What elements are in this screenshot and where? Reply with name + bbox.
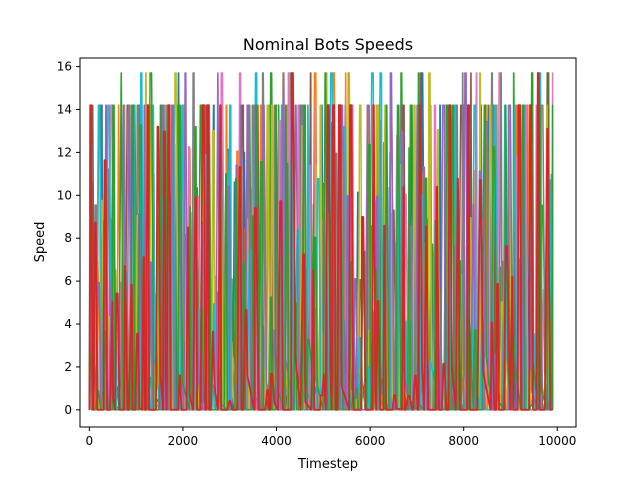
x-axis-ticks: 0 2000 4000 6000 8000 10000 [86, 427, 576, 448]
y-tick-label: 6 [64, 274, 72, 288]
x-tick-label: 4000 [261, 434, 292, 448]
y-tick-label: 12 [57, 145, 72, 159]
x-tick-label: 6000 [355, 434, 386, 448]
y-axis-ticks: 0 2 4 6 8 10 12 14 16 [57, 60, 80, 417]
y-tick-label: 0 [64, 403, 72, 417]
y-tick-label: 16 [57, 60, 72, 74]
y-tick-label: 10 [57, 188, 72, 202]
axes-frame [79, 57, 577, 428]
x-tick-label: 8000 [448, 434, 479, 448]
y-tick-label: 14 [57, 102, 72, 116]
series-line-11 [88, 72, 553, 411]
y-axis-label: Speed [33, 222, 48, 263]
x-axis-label: Timestep [297, 457, 358, 472]
y-tick-label: 4 [64, 317, 72, 331]
y-tick-label: 8 [64, 231, 72, 245]
x-tick-label: 0 [86, 434, 94, 448]
chart-title: Nominal Bots Speeds [243, 35, 413, 54]
plot-lines [88, 72, 554, 411]
x-tick-label: 10000 [538, 434, 576, 448]
x-tick-label: 2000 [168, 434, 199, 448]
y-tick-label: 2 [64, 360, 72, 374]
